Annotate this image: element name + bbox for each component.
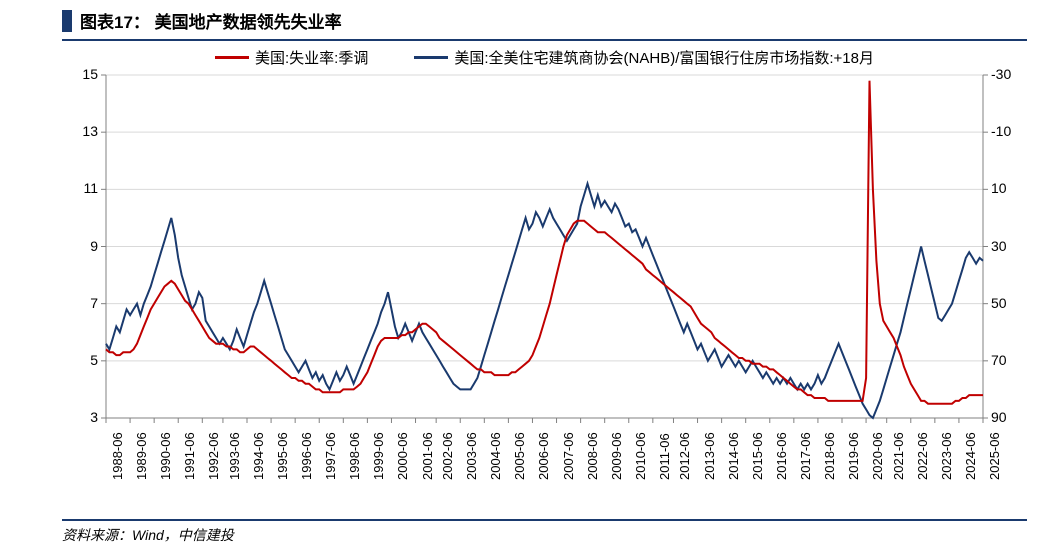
line-unemployment bbox=[106, 81, 983, 404]
x-tick-label: 2024-06 bbox=[963, 432, 971, 480]
legend-item-unemployment: 美国:失业率:季调 bbox=[215, 47, 368, 68]
y-left-tick-label: 9 bbox=[68, 238, 98, 254]
x-tick-label: 2023-06 bbox=[939, 432, 947, 480]
x-tick-label: 2013-06 bbox=[702, 432, 710, 480]
x-tick-label: 1991-06 bbox=[182, 432, 190, 480]
x-tick-label: 2021-06 bbox=[891, 432, 899, 480]
x-tick-label: 2022-06 bbox=[915, 432, 923, 480]
legend: 美国:失业率:季调 美国:全美住宅建筑商协会(NAHB)/富国银行住房市场指数:… bbox=[62, 47, 1027, 68]
x-tick-label: 1989-06 bbox=[134, 432, 142, 480]
x-tick-label: 1997-06 bbox=[323, 432, 331, 480]
x-tick-label: 1990-06 bbox=[158, 432, 166, 480]
chart-svg bbox=[106, 75, 983, 418]
x-tick-label: 2005-06 bbox=[512, 432, 520, 480]
x-tick-label: 2008-06 bbox=[585, 432, 593, 480]
chart-area: 美国:失业率:季调 美国:全美住宅建筑商协会(NAHB)/富国银行住房市场指数:… bbox=[62, 41, 1027, 496]
x-tick-label: 2009-06 bbox=[609, 432, 617, 480]
y-left-tick-label: 7 bbox=[68, 295, 98, 311]
title-prefix: 图表17： bbox=[80, 13, 150, 32]
x-tick-label: 1988-06 bbox=[110, 432, 118, 480]
x-tick-label: 2015-06 bbox=[750, 432, 758, 480]
x-tick-label: 2020-06 bbox=[870, 432, 878, 480]
x-tick-label: 2025-06 bbox=[987, 432, 995, 480]
x-tick-label: 1994-06 bbox=[251, 432, 259, 480]
x-tick-label: 2010-06 bbox=[633, 432, 641, 480]
y-right-tick-label: 30 bbox=[991, 238, 1021, 254]
x-tick-label: 2019-06 bbox=[846, 432, 854, 480]
legend-label-1: 美国:失业率:季调 bbox=[255, 47, 368, 68]
title-bar: 图表17： 美国地产数据领先失业率 bbox=[62, 0, 1027, 41]
source-text: 资料来源：Wind，中信建投 bbox=[62, 525, 1027, 545]
x-tick-label: 2017-06 bbox=[798, 432, 806, 480]
x-tick-label: 1996-06 bbox=[299, 432, 307, 480]
y-right-tick-label: 90 bbox=[991, 409, 1021, 425]
title-main: 美国地产数据领先失业率 bbox=[155, 13, 342, 32]
y-right-tick-label: -10 bbox=[991, 123, 1021, 139]
y-right-tick-label: 50 bbox=[991, 295, 1021, 311]
y-left-tick-label: 13 bbox=[68, 123, 98, 139]
x-tick-label: 1998-06 bbox=[347, 432, 355, 480]
legend-swatch-2 bbox=[414, 56, 448, 59]
line-nahb bbox=[106, 184, 983, 418]
legend-label-2: 美国:全美住宅建筑商协会(NAHB)/富国银行住房市场指数:+18月 bbox=[454, 47, 874, 68]
legend-item-nahb: 美国:全美住宅建筑商协会(NAHB)/富国银行住房市场指数:+18月 bbox=[414, 47, 874, 68]
x-tick-label: 1995-06 bbox=[275, 432, 283, 480]
y-left-tick-label: 5 bbox=[68, 352, 98, 368]
y-left-tick-label: 11 bbox=[68, 180, 98, 196]
plot-region: 3579111315-30-1010305070901988-061989-06… bbox=[106, 75, 983, 418]
x-tick-label: 2003-06 bbox=[464, 432, 472, 480]
y-left-tick-label: 3 bbox=[68, 409, 98, 425]
legend-swatch-1 bbox=[215, 56, 249, 59]
title-accent-block bbox=[62, 10, 72, 32]
x-tick-label: 1999-06 bbox=[371, 432, 379, 480]
x-tick-label: 2002-06 bbox=[440, 432, 448, 480]
x-tick-label: 2011-06 bbox=[657, 433, 665, 480]
x-tick-label: 2016-06 bbox=[774, 432, 782, 480]
x-tick-label: 2006-06 bbox=[536, 432, 544, 480]
x-tick-label: 2001-06 bbox=[420, 432, 428, 480]
x-tick-label: 2012-06 bbox=[677, 432, 685, 480]
y-right-tick-label: 70 bbox=[991, 352, 1021, 368]
y-right-tick-label: 10 bbox=[991, 180, 1021, 196]
x-tick-label: 1992-06 bbox=[206, 432, 214, 480]
y-right-tick-label: -30 bbox=[991, 66, 1021, 82]
source-bar: 资料来源：Wind，中信建投 bbox=[62, 519, 1027, 545]
x-tick-label: 2004-06 bbox=[488, 432, 496, 480]
x-tick-label: 2007-06 bbox=[561, 432, 569, 480]
x-tick-label: 2018-06 bbox=[822, 432, 830, 480]
x-tick-label: 1993-06 bbox=[227, 432, 235, 480]
x-tick-label: 2000-06 bbox=[395, 432, 403, 480]
y-left-tick-label: 15 bbox=[68, 66, 98, 82]
chart-title: 图表17： 美国地产数据领先失业率 bbox=[80, 8, 342, 33]
x-tick-label: 2014-06 bbox=[726, 432, 734, 480]
